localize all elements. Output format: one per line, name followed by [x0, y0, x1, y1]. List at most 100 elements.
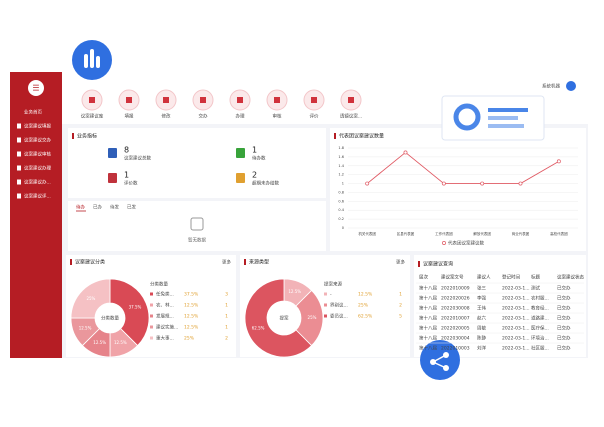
slice-label: 25% [308, 315, 317, 320]
more-link[interactable]: 更多 [396, 259, 405, 266]
menu-item[interactable]: 议案建议评... [24, 193, 51, 200]
legend-label: - [330, 293, 332, 298]
tool-glyph[interactable] [274, 97, 280, 103]
legend-count: 1 [225, 314, 228, 320]
tool-glyph[interactable] [200, 97, 206, 103]
tool-glyph[interactable] [163, 97, 169, 103]
title-marker [70, 259, 72, 265]
menu-item[interactable]: 议案建议办... [24, 179, 51, 186]
legend-count: 2 [399, 303, 402, 309]
x-tick-label: 解放代表团 [473, 231, 491, 236]
tool-label[interactable]: 议案建议库 [81, 113, 104, 120]
tool-label[interactable]: 评价 [310, 113, 319, 120]
legend-count: 1 [225, 303, 228, 309]
table-cell: 2022010009 [441, 286, 470, 292]
tool-glyph[interactable] [311, 97, 317, 103]
x-tick-label: 商业代表团 [512, 231, 530, 236]
tool-glyph[interactable] [89, 97, 95, 103]
series-line [366, 151, 560, 185]
menu-item[interactable]: 议案建议办理 [24, 165, 51, 172]
sidebar-title[interactable]: 业务首页 [24, 109, 42, 116]
table-cell: 已交办 [557, 335, 571, 342]
avatar[interactable] [566, 81, 576, 91]
y-tick-label: 0.4 [338, 208, 344, 212]
y-tick-label: 1.8 [338, 146, 344, 150]
metric-icon [236, 148, 245, 158]
chart-title: 来源类型 [249, 259, 269, 266]
menu-item[interactable]: 议案建议填报 [24, 123, 51, 130]
legend-label: 重大事... [156, 335, 174, 342]
tool-label[interactable]: 填报 [125, 113, 134, 120]
legend-swatch [442, 241, 446, 245]
table-cell: 2022-03-1... [502, 306, 530, 312]
tool-label[interactable]: 修改 [162, 113, 171, 120]
metric-value: 8 [124, 146, 129, 155]
tab[interactable]: 已办 [93, 204, 102, 211]
user-name[interactable]: 系统机器 [542, 83, 560, 90]
tab[interactable]: 待办 [76, 204, 85, 211]
chart-title: 议案建议分类 [75, 259, 105, 266]
legend-count: 1 [225, 325, 228, 331]
metric-value: 1 [252, 146, 257, 155]
menu-icon [17, 123, 21, 129]
legend-swatch [150, 336, 153, 340]
tool-label[interactable]: 交办 [199, 113, 208, 120]
tab[interactable]: 待发 [110, 204, 119, 211]
y-tick-label: 0.8 [338, 190, 344, 194]
tab[interactable]: 已发 [127, 204, 136, 211]
table-cell: 2022-03-1... [502, 336, 530, 342]
table-cell: 2022030008 [441, 306, 470, 312]
metric-icon [108, 173, 117, 183]
legend-label: 发展规... [156, 313, 174, 320]
slice [109, 278, 150, 347]
more-link[interactable]: 更多 [222, 259, 231, 266]
table-cell: 2022-03-1... [502, 296, 530, 302]
table-cell: 周敏 [477, 325, 486, 332]
menu-item[interactable]: 议案建议审核 [24, 151, 51, 158]
metric-label: 议案建议总数 [124, 155, 151, 162]
title-marker [244, 259, 246, 265]
table-cell: 教育经... [531, 305, 549, 312]
table-cell: 第十八届 [419, 305, 437, 312]
point [556, 159, 561, 164]
tool-glyph[interactable] [348, 97, 354, 103]
logo [28, 80, 44, 96]
legend-swatch [150, 303, 153, 307]
tool-label[interactable]: 透镜议案... [340, 113, 362, 120]
table-cell: 刘洋 [477, 345, 486, 352]
table-cell: 第十八届 [419, 325, 437, 332]
tool-label[interactable]: 办理 [236, 113, 245, 120]
table-card [414, 255, 586, 357]
logo-mark: ☰ [32, 84, 39, 93]
table-cell: 张三 [477, 285, 486, 292]
tool-glyph[interactable] [126, 97, 132, 103]
table-cell: 第十八届 [419, 285, 437, 292]
menu-icon [17, 137, 21, 143]
empty-icon [190, 217, 204, 231]
empty-text: 暂无数据 [188, 237, 206, 244]
menu-item[interactable]: 议案建议交办 [24, 137, 51, 144]
table-header: 议案建议状态 [557, 274, 584, 281]
legend-label: 界别议... [330, 302, 348, 309]
table-title: 议案建议查询 [423, 261, 453, 268]
point [365, 181, 370, 186]
y-tick-label: 0.2 [338, 217, 344, 221]
legend-label: 建议实施... [156, 324, 178, 331]
legend-percent: 37.5% [184, 292, 199, 298]
menu-icon [17, 193, 21, 199]
table-cell: 2022-03-1... [502, 316, 530, 322]
tool-label[interactable]: 审核 [273, 113, 282, 120]
table-cell: 已交办 [557, 345, 571, 352]
table-cell: 2022030004 [441, 336, 470, 342]
table-header: 建议人 [477, 274, 491, 281]
metric-label: 评价数 [124, 180, 138, 187]
slice-label: 12.5% [93, 340, 106, 345]
table-cell: 道路建... [531, 315, 549, 322]
center-label: 提案 [280, 315, 289, 322]
table-cell: 第十八届 [419, 345, 437, 352]
legend-count: 2 [225, 336, 228, 342]
legend-percent: 12.5% [358, 292, 373, 298]
legend-count: 5 [399, 314, 402, 320]
legend-label: 委员议... [330, 313, 348, 320]
tool-glyph[interactable] [237, 97, 243, 103]
